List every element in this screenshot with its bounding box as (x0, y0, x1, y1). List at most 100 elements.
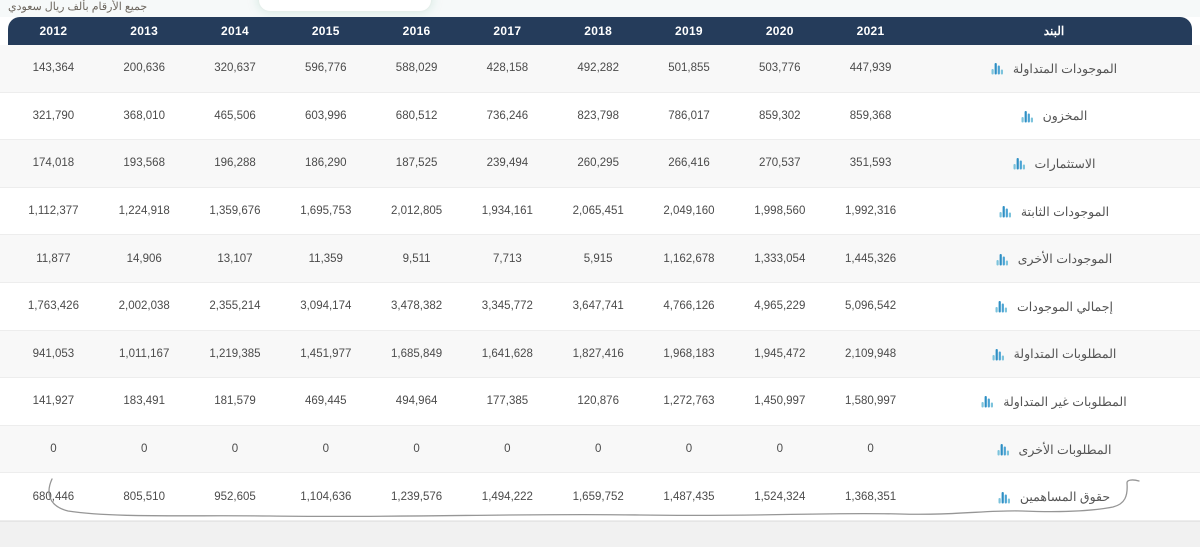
table-body: 143,364 200,636 320,637 596,776 588,029 428,1… (0, 45, 1200, 521)
table-row: 174,018 193,568 196,288 186,290 187,525 239,4… (0, 140, 1200, 188)
value-cell-2018: 823,798 (577, 109, 619, 122)
value-cell-2019: 2,049,160 (663, 205, 715, 218)
value-cell-2014: 1,219,385 (209, 347, 261, 360)
value-cell-2012: 141,927 (32, 395, 75, 408)
item-column-header: البند (1043, 24, 1065, 38)
value-cell-2021: 351,593 (849, 157, 892, 170)
table-header: 2012 2013 2014 2015 2016 2017 2018 2019 2020 2021… (8, 17, 1192, 45)
value-cell-2016: 1,685,849 (391, 347, 443, 360)
value-cell-2013: 805,510 (123, 490, 165, 503)
value-cell-2021: 0 (867, 443, 874, 456)
row-item[interactable]: المطلوبات غير المتداولة (916, 394, 1192, 409)
row-item[interactable]: الموجودات الثابتة (916, 204, 1192, 219)
value-cell-2020: 0 (776, 443, 783, 456)
value-cell-2020: 859,302 (758, 109, 801, 122)
table-row: 941,053 1,011,167 1,219,385 1,451,977 1,685,… (0, 330, 1200, 379)
bar-chart-icon[interactable] (1013, 156, 1028, 170)
value-cell-2015: 3,094,174 (300, 300, 352, 313)
value-cell-2015: 11,359 (308, 252, 343, 265)
value-cell-2012: 1,763,426 (27, 300, 79, 313)
bar-chart-icon[interactable] (981, 394, 996, 408)
row-label: المطلوبات الأخرى (1018, 442, 1112, 457)
value-cell-2019: 1,968,183 (663, 347, 715, 360)
row-item[interactable]: المطلوبات المتداولة (916, 346, 1192, 361)
value-cell-2016: 680,512 (395, 109, 438, 122)
table-row: 143,364 200,636 320,637 596,776 588,029 428,1… (0, 45, 1200, 93)
value-cell-2016: 0 (413, 443, 420, 456)
bar-chart-icon[interactable] (1021, 109, 1036, 123)
value-cell-2017: 177,385 (486, 395, 529, 408)
row-label: المطلوبات غير المتداولة (1003, 394, 1127, 409)
row-item[interactable]: الموجودات الأخرى (916, 251, 1192, 266)
value-cell-2016: 588,029 (395, 62, 438, 75)
value-cell-2013: 0 (140, 443, 148, 456)
row-label: الموجودات الأخرى (1017, 252, 1113, 267)
value-cell-2021: 5,096,542 (844, 300, 897, 313)
value-cell-2020: 1,945,472 (754, 347, 806, 360)
value-cell-2017: 428,158 (486, 62, 529, 75)
value-cell-2018: 260,295 (577, 157, 619, 170)
bar-chart-icon[interactable] (992, 347, 1007, 361)
bar-chart-icon[interactable] (997, 442, 1012, 456)
value-cell-2021: 859,368 (849, 109, 892, 122)
row-label: المخزون (1042, 109, 1088, 124)
value-cell-2013: 368,010 (123, 109, 165, 122)
value-cell-2018: 2,065,451 (572, 205, 624, 218)
value-cell-2019: 786,017 (668, 109, 710, 122)
value-cell-2014: 320,637 (214, 62, 256, 75)
bar-chart-icon[interactable] (999, 204, 1014, 218)
value-cell-2017: 1,934,161 (481, 205, 533, 218)
value-cell-2013: 193,568 (123, 157, 165, 170)
value-cell-2017: 0 (504, 443, 511, 456)
bar-chart-icon[interactable] (998, 490, 1013, 504)
row-label: المطلوبات المتداولة (1013, 347, 1117, 362)
row-item[interactable]: الموجودات المتداولة (916, 61, 1192, 76)
value-cell-2012: 321,790 (32, 109, 75, 122)
year-header-2017: 2017 (493, 24, 522, 38)
table-row: 1,112,377 1,224,918 1,359,676 1,695,753 2,01… (0, 187, 1200, 236)
value-cell-2013: 1,224,918 (118, 205, 170, 218)
value-cell-2020: 1,450,997 (754, 395, 806, 408)
bar-chart-icon[interactable] (991, 61, 1006, 75)
partial-tab-button[interactable] (258, 0, 432, 12)
value-cell-2016: 1,239,576 (391, 490, 443, 503)
year-header-2012: 2012 (39, 24, 68, 38)
value-cell-2013: 1,011,167 (119, 347, 170, 360)
year-header-2016: 2016 (402, 24, 431, 38)
value-cell-2015: 469,445 (305, 395, 347, 408)
value-cell-2016: 3,478,382 (391, 300, 443, 313)
bar-chart-icon[interactable] (995, 299, 1010, 313)
value-cell-2017: 1,641,628 (481, 347, 533, 360)
row-item[interactable]: المخزون (916, 108, 1192, 123)
year-header-2019: 2019 (675, 24, 703, 38)
value-cell-2015: 186,290 (305, 157, 347, 170)
value-cell-2021: 1,445,326 (844, 252, 897, 265)
bar-chart-icon[interactable] (996, 252, 1011, 266)
value-cell-2017: 3,345,772 (481, 300, 533, 313)
value-cell-2018: 0 (594, 443, 602, 456)
value-cell-2021: 447,939 (849, 62, 892, 75)
value-cell-2021: 1,368,351 (844, 490, 897, 503)
value-cell-2020: 4,965,229 (754, 300, 806, 313)
row-item[interactable]: إجمالي الموجودات (916, 299, 1192, 314)
value-cell-2014: 1,359,676 (209, 205, 261, 218)
value-cell-2013: 183,491 (123, 395, 165, 408)
row-label: الموجودات المتداولة (1012, 61, 1118, 76)
row-item[interactable]: المطلوبات الأخرى (916, 442, 1192, 457)
value-cell-2014: 181,579 (214, 395, 256, 408)
value-cell-2020: 1,524,324 (754, 490, 806, 503)
value-cell-2014: 196,288 (214, 157, 256, 170)
value-cell-2020: 503,776 (758, 62, 801, 75)
row-label: الموجودات الثابتة (1020, 204, 1110, 219)
value-cell-2012: 1,112,377 (28, 205, 79, 218)
value-cell-2018: 3,647,741 (572, 300, 624, 313)
value-cell-2014: 952,605 (214, 490, 256, 503)
value-cell-2020: 1,998,560 (754, 205, 806, 218)
value-cell-2014: 13,107 (217, 252, 253, 265)
value-cell-2020: 1,333,054 (754, 252, 806, 265)
row-item[interactable]: حقوق المساهمين (916, 489, 1192, 504)
value-cell-2015: 1,695,753 (300, 205, 352, 218)
value-cell-2013: 2,002,038 (118, 300, 170, 313)
year-header-2020: 2020 (765, 24, 794, 38)
row-item[interactable]: الاستثمارات (916, 156, 1192, 171)
